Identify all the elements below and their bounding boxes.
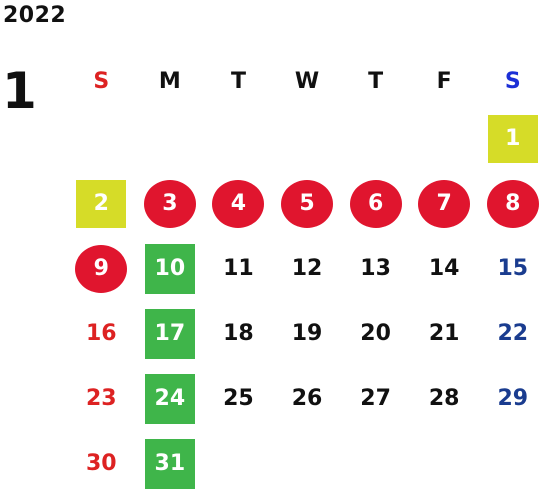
week-row-5: 23 24 25 26 27 28 29 (67, 366, 547, 431)
day-cell[interactable]: 15 (478, 236, 547, 301)
day-number: 20 (360, 321, 391, 346)
day-cell[interactable]: 18 (204, 301, 273, 366)
day-cell[interactable]: 30 (67, 431, 136, 496)
day-number: 31 (144, 438, 195, 489)
day-cell[interactable]: 31 (136, 431, 205, 496)
day-number: 4 (212, 179, 265, 228)
day-cell[interactable]: 11 (204, 236, 273, 301)
year-label: 2022 (3, 3, 67, 28)
day-number: 11 (223, 256, 254, 281)
weekday-header-row: S M T W T F S (67, 56, 547, 106)
month-label: 1 (2, 62, 37, 120)
day-number: 17 (144, 308, 195, 359)
day-cell[interactable]: 4 (204, 171, 273, 236)
day-cell-empty (341, 431, 410, 496)
day-cell[interactable]: 9 (67, 236, 136, 301)
day-number: 16 (85, 321, 117, 346)
day-cell[interactable]: 29 (478, 366, 547, 431)
weekday-sun: S (93, 68, 110, 94)
day-cell[interactable]: 24 (136, 366, 205, 431)
day-number: 19 (291, 321, 323, 346)
day-cell-empty (204, 431, 273, 496)
day-cell-empty (478, 431, 547, 496)
day-number: 27 (360, 386, 391, 411)
day-cell[interactable]: 7 (410, 171, 479, 236)
day-cell[interactable]: 28 (410, 366, 479, 431)
day-cell-empty (410, 431, 479, 496)
week-row-4: 16 17 18 19 20 21 22 (67, 301, 547, 366)
day-cell-empty (204, 106, 273, 171)
day-number: 10 (144, 243, 195, 294)
day-cell[interactable]: 5 (273, 171, 342, 236)
day-cell[interactable]: 1 (478, 106, 547, 171)
day-number: 14 (428, 256, 460, 281)
day-cell[interactable]: 13 (341, 236, 410, 301)
day-cell[interactable]: 3 (136, 171, 205, 236)
day-number: 25 (223, 386, 254, 411)
day-cell[interactable]: 25 (204, 366, 273, 431)
day-cell[interactable]: 10 (136, 236, 205, 301)
day-cell[interactable]: 20 (341, 301, 410, 366)
day-number: 1 (487, 114, 538, 163)
day-number: 15 (497, 256, 529, 281)
day-number: 3 (143, 179, 196, 228)
day-number: 22 (497, 321, 529, 346)
day-cell[interactable]: 2 (67, 171, 136, 236)
weekday-fri: F (436, 68, 452, 94)
day-number: 30 (85, 451, 117, 476)
week-row-6: 30 31 (67, 431, 547, 496)
day-number: 18 (223, 321, 254, 346)
day-number: 21 (428, 321, 460, 346)
day-cell-empty (67, 106, 136, 171)
day-number: 28 (428, 386, 460, 411)
day-number: 13 (360, 256, 391, 281)
day-cell-empty (341, 106, 410, 171)
weekday-thu: T (368, 68, 384, 94)
day-number: 2 (76, 179, 127, 228)
day-cell-empty (273, 106, 342, 171)
weekday-tue: T (230, 68, 246, 94)
day-cell[interactable]: 16 (67, 301, 136, 366)
day-cell-empty (410, 106, 479, 171)
day-number: 7 (418, 179, 471, 228)
day-cell[interactable]: 6 (341, 171, 410, 236)
day-number: 23 (85, 386, 117, 411)
day-number: 24 (144, 373, 195, 424)
day-cell[interactable]: 21 (410, 301, 479, 366)
day-cell[interactable]: 12 (273, 236, 342, 301)
day-cell-empty (136, 106, 205, 171)
day-cell[interactable]: 22 (478, 301, 547, 366)
week-row-1: 1 (67, 106, 547, 171)
day-cell[interactable]: 26 (273, 366, 342, 431)
day-cell[interactable]: 8 (478, 171, 547, 236)
weekday-mon: M (158, 68, 181, 94)
weekday-wed: W (294, 68, 320, 94)
day-number: 6 (349, 179, 402, 228)
day-number: 5 (281, 179, 334, 228)
day-cell[interactable]: 19 (273, 301, 342, 366)
weekday-sat: S (504, 68, 521, 94)
day-cell-empty (273, 431, 342, 496)
day-cell[interactable]: 27 (341, 366, 410, 431)
week-row-2: 2 3 4 5 6 7 8 (67, 171, 547, 236)
day-number: 26 (291, 386, 323, 411)
day-number: 29 (497, 386, 529, 411)
day-number: 12 (291, 256, 323, 281)
week-row-3: 9 10 11 12 13 14 15 (67, 236, 547, 301)
day-cell[interactable]: 23 (67, 366, 136, 431)
day-number: 8 (486, 179, 539, 228)
calendar-grid: S M T W T F S 1 2 3 4 5 6 7 8 9 (67, 56, 547, 496)
day-cell[interactable]: 14 (410, 236, 479, 301)
day-number: 9 (75, 244, 128, 293)
day-cell[interactable]: 17 (136, 301, 205, 366)
